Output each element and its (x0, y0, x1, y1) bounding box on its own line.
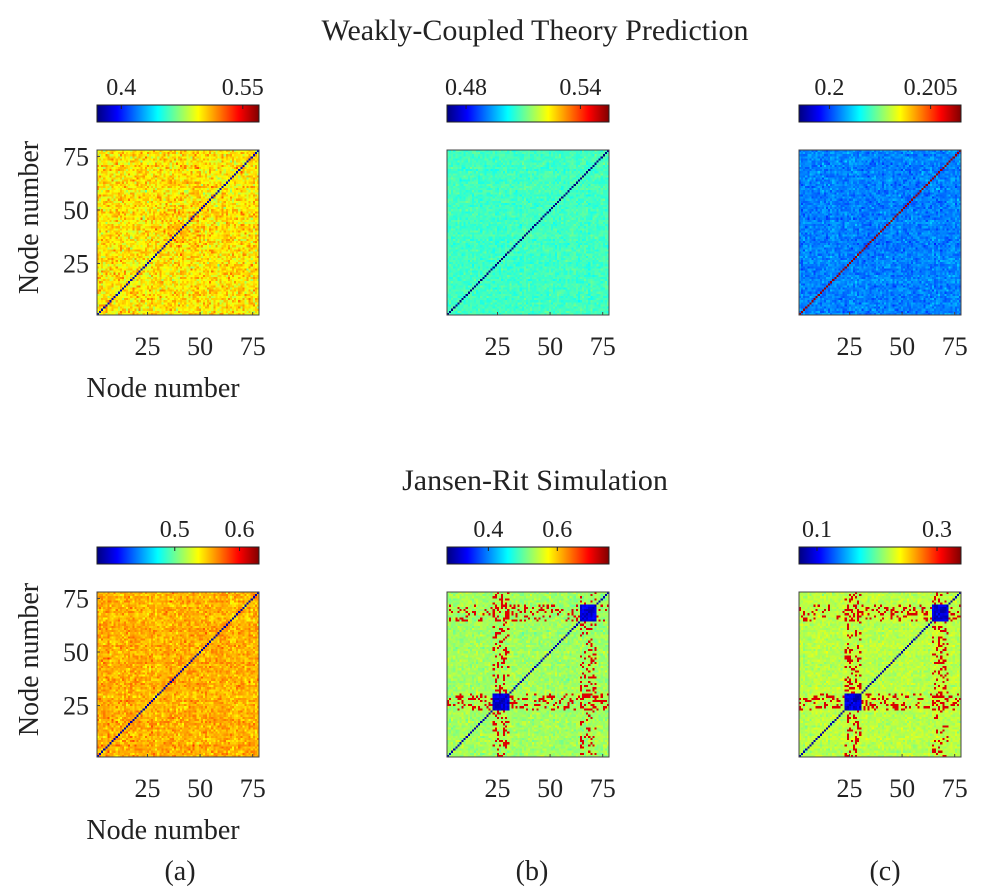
colorbar-tick-label: 0.5 (160, 517, 190, 543)
heatmap-cells (799, 150, 961, 315)
x-tick-label: 25 (134, 332, 160, 361)
heatmap-frame (446, 149, 610, 316)
x-tick-label: 50 (537, 332, 563, 361)
x-tick-label: 50 (187, 774, 213, 803)
heatmap-cells (97, 592, 259, 757)
heatmap-cells (97, 150, 259, 315)
y-tick-label: 75 (63, 142, 89, 171)
heatmap-panel-1-2: 0.1 0.3 25 50 75 (798, 517, 968, 803)
y-tick-label: 25 (63, 250, 89, 279)
panel-label-b: (b) (516, 856, 549, 887)
x-tick-label: 50 (889, 332, 915, 361)
y-axis-label: Node number (14, 582, 45, 736)
colorbar-tick-label: 0.55 (222, 75, 264, 101)
heatmap-panel-0-2: 0.2 0.205 25 50 75 (798, 75, 968, 361)
y-tick-label: 25 (63, 692, 89, 721)
colorbar (798, 104, 962, 123)
heatmap-frame (446, 591, 610, 758)
x-tick-label: 25 (484, 332, 510, 361)
colorbar-tick-label: 0.205 (904, 75, 958, 101)
colorbar-tick-label: 0.3 (922, 517, 952, 543)
colorbar-tick-label: 0.4 (473, 517, 503, 543)
x-axis-label: Node number (86, 815, 240, 846)
x-tick-label: 25 (836, 332, 862, 361)
colorbar-tick-label: 0.4 (106, 75, 136, 101)
x-tick-label: 75 (942, 774, 968, 803)
heatmap-panel-1-1: 0.4 0.6 25 50 75 (446, 517, 616, 803)
y-tick-label: 75 (63, 584, 89, 613)
x-tick-label: 25 (134, 774, 160, 803)
x-tick-label: 75 (590, 332, 616, 361)
x-tick-label: 75 (590, 774, 616, 803)
x-tick-label: 25 (836, 774, 862, 803)
colorbar-tick-label: 0.48 (445, 75, 487, 101)
panel-label-a: (a) (164, 856, 195, 887)
heatmap-panel-0-1: 0.48 0.54 25 50 75 (445, 75, 616, 361)
colorbar-tick-label: 0.6 (542, 517, 572, 543)
colorbar-tick-label: 0.54 (559, 75, 601, 101)
x-tick-label: 25 (484, 774, 510, 803)
colorbar-tick-label: 0.6 (225, 517, 255, 543)
panel-label-c: (c) (869, 856, 900, 887)
x-tick-label: 50 (537, 774, 563, 803)
colorbar (96, 104, 260, 123)
x-tick-label: 75 (942, 332, 968, 361)
heatmap-cells (799, 592, 961, 757)
y-tick-label: 50 (63, 638, 89, 667)
colorbar (446, 546, 610, 565)
heatmap-cells (447, 592, 609, 757)
x-tick-label: 50 (889, 774, 915, 803)
heatmap-cells (447, 150, 609, 315)
colorbar (96, 546, 260, 565)
x-axis-label: Node number (86, 373, 240, 404)
x-tick-label: 75 (240, 332, 266, 361)
row-title-jansen-rit: Jansen-Rit Simulation (402, 464, 668, 497)
colorbar (798, 546, 962, 565)
heatmap-frame (798, 591, 962, 758)
y-tick-label: 50 (63, 196, 89, 225)
colorbar-tick-label: 0.2 (814, 75, 844, 101)
row-title-weakly-coupled: Weakly-Coupled Theory Prediction (322, 14, 749, 47)
colorbar (446, 104, 610, 123)
y-axis-label: Node number (14, 140, 45, 294)
colorbar-tick-label: 0.1 (802, 517, 832, 543)
x-tick-label: 75 (240, 774, 266, 803)
x-tick-label: 50 (187, 332, 213, 361)
heatmap-frame (96, 591, 260, 758)
heatmap-frame (798, 149, 962, 316)
heatmap-frame (96, 149, 260, 316)
